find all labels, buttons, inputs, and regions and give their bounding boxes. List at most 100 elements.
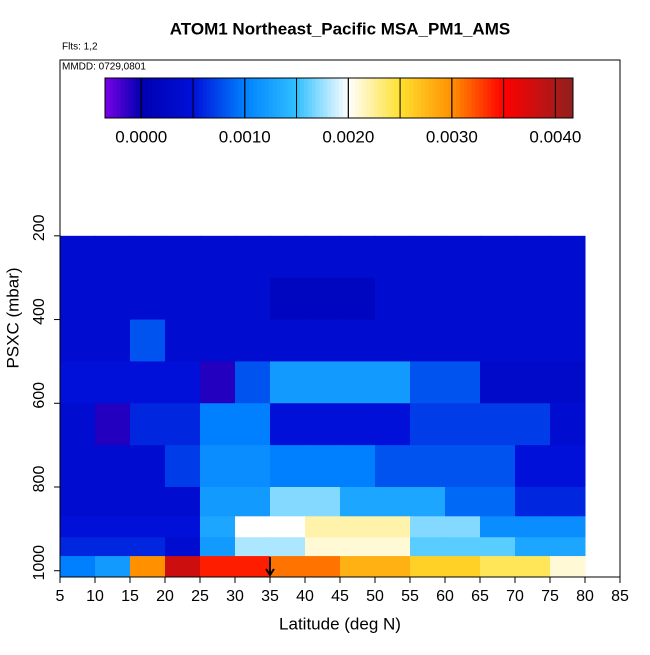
colorbar-tick-label: 0.0020 (322, 127, 374, 146)
heat-cell (550, 319, 586, 362)
heat-cell (410, 537, 446, 557)
heat-cell (480, 445, 516, 488)
heat-cell (375, 235, 411, 279)
colorbar-cell (561, 78, 566, 118)
colorbar-cell (202, 78, 207, 118)
colorbar-cell (385, 78, 391, 118)
heat-cell (130, 319, 166, 362)
y-tick-label: 1000 (31, 545, 48, 581)
heat-cell (340, 403, 376, 446)
x-tick-label: 45 (331, 588, 349, 605)
colorbar-cell (296, 78, 301, 118)
heat-cell (235, 556, 271, 578)
x-tick-label: 20 (156, 588, 174, 605)
heat-cell (550, 537, 586, 557)
y-tick-label: 800 (31, 466, 48, 493)
colorbar-cell (346, 78, 352, 118)
heat-cell (375, 445, 411, 488)
colorbar-cell (409, 78, 414, 118)
colorbar-cell (522, 78, 527, 118)
heat-cell (130, 445, 166, 488)
heat-cell (165, 445, 201, 488)
colorbar-cell (366, 78, 371, 118)
x-axis-label: Latitude (deg N) (279, 614, 401, 633)
heat-cell (410, 277, 446, 321)
heat-cell (95, 537, 131, 557)
heat-cell (480, 537, 516, 557)
heat-cell (305, 319, 341, 362)
heat-cell (95, 319, 131, 362)
heat-cell (60, 516, 96, 538)
heat-cell (375, 486, 411, 517)
x-tick-label: 55 (401, 588, 419, 605)
heat-cell (515, 235, 551, 279)
colorbar-cell (132, 78, 137, 118)
colorbar-cell (225, 78, 231, 118)
colorbar-cell (112, 78, 118, 118)
heat-cell (410, 319, 446, 362)
heat-cell (515, 486, 551, 517)
colorbar-cell (534, 78, 539, 118)
heat-cell (445, 235, 481, 279)
colorbar-cell (319, 78, 324, 118)
colorbar-cell (245, 78, 250, 118)
heat-cell (60, 319, 96, 362)
colorbar-cell (307, 78, 313, 118)
colorbar-cell (159, 78, 164, 118)
colorbar-cell (456, 78, 461, 118)
heat-cell (515, 277, 551, 321)
colorbar-cell (116, 78, 122, 118)
heat-cell (410, 486, 446, 517)
colorbar-cell (179, 78, 184, 118)
x-tick-label: 65 (471, 588, 489, 605)
heat-cell (305, 235, 341, 279)
colorbar-cell (218, 78, 223, 118)
heat-cell (60, 486, 96, 517)
heat-cell (305, 556, 341, 578)
colorbar-cell (459, 78, 465, 118)
heat-cell (515, 445, 551, 488)
heat-cell (340, 319, 376, 362)
colorbar-cell (120, 78, 125, 118)
heat-cell (550, 516, 586, 538)
heat-cell (305, 361, 341, 404)
heat-cell (200, 319, 236, 362)
heat-cell (270, 235, 306, 279)
colorbar-cell (358, 78, 363, 118)
colorbar-cell (448, 78, 453, 118)
colorbar-cell (171, 78, 176, 118)
colorbar-cell (417, 78, 422, 118)
heat-cell (60, 445, 96, 488)
colorbar-cell (300, 78, 305, 118)
colorbar-cell (147, 78, 153, 118)
heat-cell (410, 361, 446, 404)
heat-cell (270, 319, 306, 362)
x-tick-label: 85 (611, 588, 629, 605)
heat-cell (445, 486, 481, 517)
colorbar-cell (526, 78, 531, 118)
colorbar-cell (214, 78, 219, 118)
heat-cell (340, 537, 376, 557)
colorbar-cell (389, 78, 395, 118)
heat-cell (305, 486, 341, 517)
colorbar-cell (272, 78, 278, 118)
heat-cell (480, 319, 516, 362)
colorbar-tick-label: 0.0030 (426, 127, 478, 146)
heat-cell (130, 361, 166, 404)
heat-cell (410, 516, 446, 538)
heat-cell (410, 235, 446, 279)
heat-cell (130, 556, 166, 578)
x-tick-label: 35 (261, 588, 279, 605)
colorbar-cell (537, 78, 543, 118)
heat-cell (165, 319, 201, 362)
heat-cell (60, 403, 96, 446)
colorbar-cell (342, 78, 348, 118)
colorbar-cell (257, 78, 262, 118)
heat-cell (445, 537, 481, 557)
heat-cell (445, 319, 481, 362)
colorbar-cell (155, 78, 161, 118)
colorbar-cell (495, 78, 500, 118)
colorbar-cell (381, 78, 387, 118)
y-tick-label: 600 (31, 382, 48, 409)
colorbar-cell (475, 78, 480, 118)
